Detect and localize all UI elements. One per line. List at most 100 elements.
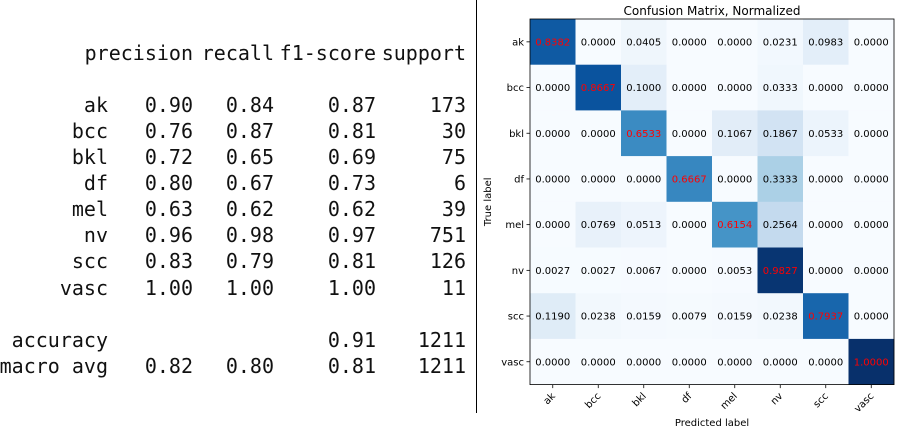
report-header-recall: recall [201,41,274,65]
cell-value-label: 0.0000 [626,174,661,185]
heatmap-cell-bcc-df [666,64,713,111]
cell-value-label: 0.0000 [535,220,570,231]
report-f1: 0.97 [327,223,376,247]
heatmap-cell-vasc-scc [803,338,849,385]
chart-title: Confusion Matrix, Normalized [624,4,801,18]
x-tick-label-vasc: vasc [852,391,876,415]
report-f1: 0.73 [327,171,376,195]
cell-value-label: 0.3333 [763,174,798,185]
x-tick-label-df: df [680,391,695,406]
heatmap-cell-ak-bkl [621,19,667,65]
heatmap-cell-bcc-vasc [848,64,895,111]
cell-value-label: 0.0405 [626,37,661,48]
cell-value-label: 0.7937 [808,312,843,323]
cell-value-label: 0.0027 [535,266,570,277]
y-tick-label-df: df [514,174,524,185]
heatmap-cell-mel-mel [712,201,758,248]
cell-value-label: 0.0067 [626,266,661,277]
cell-value-label: 0.0238 [581,312,616,323]
report-f1: 0.81 [327,249,376,273]
y-tick-label-ak: ak [512,37,524,48]
heatmap-cell-vasc-df [666,338,713,385]
report-precision: 0.83 [144,249,193,273]
cell-value-label: 0.0000 [717,37,752,48]
report-recall: 1.00 [225,276,274,300]
cell-value-label: 0.0000 [535,129,570,140]
heatmap-cell-vasc-mel [712,338,758,385]
report-row-label: df [83,171,108,195]
report-recall: 0.98 [225,223,274,247]
report-precision: 1.00 [144,276,193,300]
heatmap-cell-bkl-bkl [621,110,667,157]
cell-value-label: 1.0000 [854,357,889,368]
x-tick-label-bcc: bcc [583,391,603,411]
heatmap-cell-nv-bcc [575,247,622,294]
heatmap-cell-nv-vasc [848,247,895,294]
cell-value-label: 0.0079 [672,312,707,323]
report-precision: 0.76 [144,119,193,143]
cell-value-label: 0.0000 [854,129,889,140]
report-row-label: bcc [71,119,108,143]
heatmap-cell-bcc-nv [757,64,804,111]
cell-value-label: 0.0000 [535,357,570,368]
y-tick-label-bkl: bkl [509,129,524,140]
cell-value-label: 0.8382 [535,37,570,48]
report-header-f1: f1-score [279,41,376,65]
cell-value-label: 0.0000 [854,37,889,48]
report-row-label: bkl [71,145,108,169]
y-tick-label-mel: mel [505,220,524,231]
heatmap-cell-df-df [666,156,713,203]
cell-value-label: 0.0231 [763,37,798,48]
cell-value-label: 0.0159 [717,312,752,323]
classification-report: precision recall f1-score support ak 0.90 0.84… [0,41,466,378]
heatmap-cell-mel-scc [803,201,849,248]
heatmap-cell-mel-vasc [848,201,895,248]
heatmap-cell-ak-df [666,19,713,65]
heatmap-cell-bkl-df [666,110,713,157]
heatmap-cell-bcc-scc [803,64,849,111]
cell-value-label: 0.0000 [717,357,752,368]
heatmap-cell-df-nv [757,156,804,203]
y-tick-label-nv: nv [512,266,524,277]
cell-value-label: 0.1000 [626,83,661,94]
cell-value-label: 0.6667 [672,174,707,185]
cell-value-label: 0.9827 [763,266,798,277]
cell-value-label: 0.0000 [808,357,843,368]
heatmap-cell-df-scc [803,156,849,203]
report-f1: 0.87 [327,93,376,117]
cell-value-label: 0.0000 [854,220,889,231]
report-precision: 0.72 [144,145,193,169]
report-f1: 0.69 [327,145,376,169]
cell-value-label: 0.0983 [808,37,843,48]
cell-value-label: 0.0000 [854,266,889,277]
cell-value-label: 0.0533 [808,129,843,140]
cell-value-label: 0.0000 [854,83,889,94]
y-axis-label: True label [483,177,494,227]
report-support: 39 [441,197,466,221]
report-recall: 0.84 [225,93,274,117]
cell-value-label: 0.1067 [717,129,752,140]
cell-value-label: 0.0238 [763,312,798,323]
report-header-precision: precision [84,41,193,65]
heatmap-cell-scc-ak [530,293,576,340]
cell-value-label: 0.0000 [808,266,843,277]
report-precision: 0.96 [144,223,193,247]
heatmap-cell-vasc-bkl [621,338,667,385]
cell-value-label: 0.0000 [535,174,570,185]
report-macro-support: 1211 [417,354,466,378]
heatmap-cell-nv-ak [530,247,576,294]
heatmap-cell-ak-scc [803,19,849,65]
cell-value-label: 0.0000 [808,220,843,231]
report-recall: 0.79 [225,249,274,273]
report-support: 173 [429,93,466,117]
report-macro-recall: 0.80 [225,354,274,378]
heatmap-cell-mel-ak [530,201,576,248]
heatmap-cell-bcc-bcc [575,64,622,111]
heatmap-cell-ak-vasc [848,19,895,65]
heatmap-cell-mel-bkl [621,201,667,248]
heatmap-cell-scc-scc [803,293,849,340]
report-f1: 0.81 [327,119,376,143]
cell-value-label: 0.0000 [672,220,707,231]
report-recall: 0.62 [225,197,274,221]
heatmap-cell-nv-bkl [621,247,667,294]
